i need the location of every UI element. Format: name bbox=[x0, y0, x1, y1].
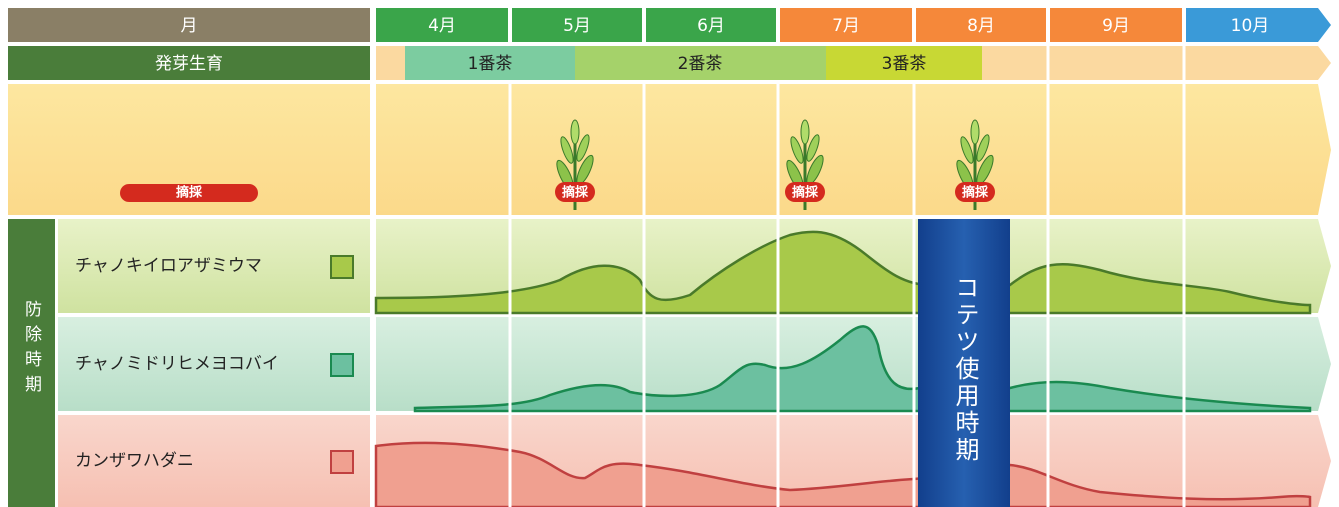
pest-row bbox=[58, 317, 370, 411]
month-cell bbox=[1050, 8, 1182, 42]
harvest-label: 摘採 bbox=[962, 185, 989, 201]
month-cell bbox=[780, 8, 912, 42]
tea-period bbox=[575, 46, 826, 80]
pest-name: チャノミドリヒメヨコバイ bbox=[75, 354, 279, 374]
tea-period bbox=[405, 46, 575, 80]
pest-swatch bbox=[330, 353, 354, 377]
tea-period-label: 3番茶 bbox=[882, 54, 927, 74]
month-label: 5月 bbox=[563, 16, 591, 36]
month-label: 8月 bbox=[967, 16, 995, 36]
tea-period bbox=[826, 46, 982, 80]
harvest-legend bbox=[120, 184, 258, 202]
month-cell bbox=[1186, 8, 1331, 42]
tea-period-label: 1番茶 bbox=[468, 54, 513, 74]
month-label: 4月 bbox=[428, 16, 456, 36]
pest-row bbox=[58, 415, 370, 507]
harvest-band bbox=[376, 84, 1331, 215]
product-period bbox=[918, 219, 1010, 507]
month-label: 9月 bbox=[1102, 16, 1130, 36]
harvest-legend-label: 摘採 bbox=[176, 185, 203, 201]
growth-header bbox=[8, 46, 370, 80]
month-cell bbox=[376, 8, 508, 42]
month-cell bbox=[646, 8, 776, 42]
month-label: 7月 bbox=[832, 16, 860, 36]
pest-name: カンザワハダニ bbox=[75, 451, 194, 471]
month-header bbox=[8, 8, 370, 42]
control-label: 防除時期 bbox=[21, 300, 42, 400]
growth-label: 発芽生育 bbox=[155, 54, 223, 74]
pest-row bbox=[58, 219, 370, 313]
harvest-label: 摘採 bbox=[562, 185, 589, 201]
pest-swatch bbox=[330, 255, 354, 279]
pest-swatch bbox=[330, 450, 354, 474]
pest-name: チャノキイロアザミウマ bbox=[75, 256, 262, 276]
month-label: 6月 bbox=[697, 16, 725, 36]
pest-curve bbox=[374, 230, 1312, 315]
harvest-label: 摘採 bbox=[792, 185, 819, 201]
month-label: 10月 bbox=[1231, 16, 1270, 36]
tea-period-label: 2番茶 bbox=[678, 54, 723, 74]
month-cell bbox=[916, 8, 1046, 42]
pest-curve bbox=[413, 325, 1312, 413]
month-cell bbox=[512, 8, 642, 42]
month-header-label: 月 bbox=[181, 16, 198, 36]
control-header bbox=[8, 219, 55, 507]
product-period-label: コテツ使用時期 bbox=[951, 275, 979, 464]
pest-curve bbox=[374, 441, 1312, 507]
month-dividers bbox=[508, 46, 1186, 507]
